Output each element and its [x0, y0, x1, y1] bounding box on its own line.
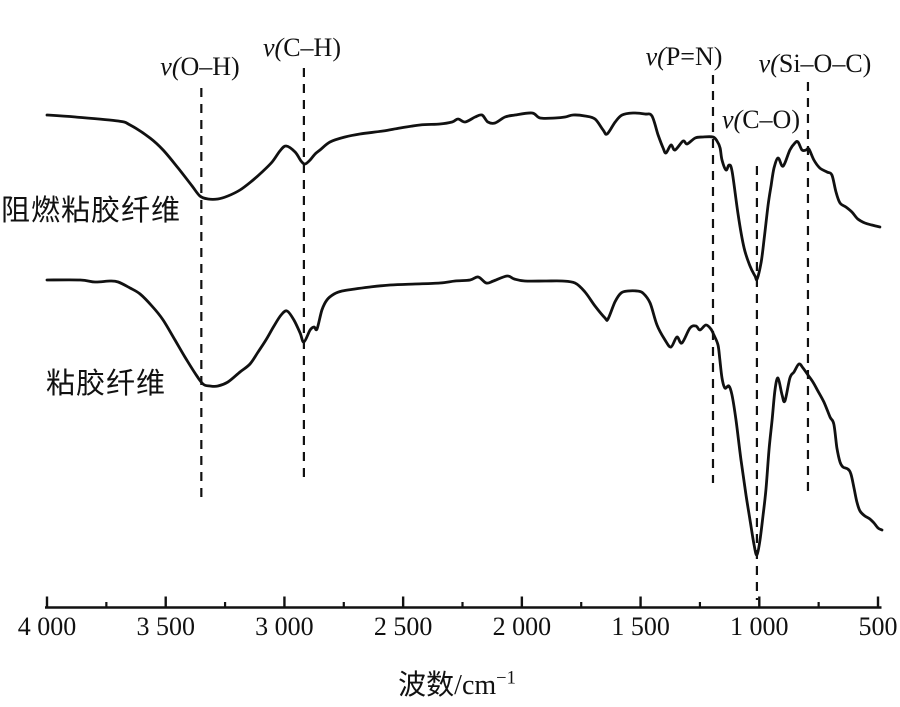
x-axis-title: 波数/cm−1: [398, 663, 516, 703]
x-tick-label: 2 500: [373, 612, 433, 641]
spectrum-curve: [45, 274, 884, 557]
x-tick-label: 500: [858, 612, 898, 641]
x-axis-title-text: 波数/cm: [398, 670, 497, 701]
peak-label: v(C–O): [722, 105, 800, 134]
x-tick-label: 2 000: [492, 612, 552, 641]
x-tick-label: 4 000: [17, 612, 77, 641]
peak-label: v(C–H): [263, 33, 341, 62]
x-tick-label: 1 000: [730, 612, 789, 641]
peak-label: v(P=N): [645, 42, 723, 71]
series-label-flame-retardant-viscose: 阻燃粘胶纤维: [1, 195, 182, 227]
series-label-viscose: 粘胶纤维: [46, 368, 167, 400]
x-tick-label: 1 500: [611, 612, 670, 641]
spectrum-curve: [45, 111, 882, 282]
peak-label: v(O–H): [160, 52, 240, 81]
x-axis-title-superscript: −1: [496, 667, 516, 688]
x-tick-label: 3 500: [136, 612, 195, 641]
peak-label: v(Si–O–C): [758, 49, 872, 78]
x-tick-label: 3 000: [255, 612, 314, 641]
